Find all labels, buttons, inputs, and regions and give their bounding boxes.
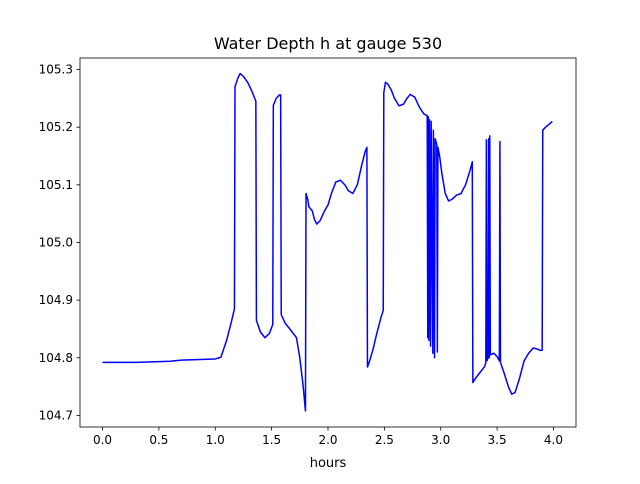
plot-frame xyxy=(79,57,577,428)
x-tick-label: 3.0 xyxy=(431,433,450,447)
y-tick-label: 104.8 xyxy=(39,351,73,365)
y-tick-label: 105.1 xyxy=(39,178,73,192)
x-tick-label: 1.0 xyxy=(206,433,225,447)
y-tick-label: 105.3 xyxy=(39,63,73,77)
chart-title: Water Depth h at gauge 530 xyxy=(214,34,442,53)
x-axis-label: hours xyxy=(310,456,347,471)
plot-area: 0.0 0.5 1.0 1.5 2.0 2.5 3.0 3.5 4.0 104.7 104.8 104… xyxy=(39,57,577,447)
x-tick-label: 2.0 xyxy=(318,433,337,447)
x-tick-label: 1.5 xyxy=(262,433,281,447)
y-tick-label: 104.9 xyxy=(39,293,73,307)
x-tick-label: 0.0 xyxy=(93,433,112,447)
y-tick-label: 105.0 xyxy=(39,236,73,250)
series-line-0 xyxy=(102,72,553,412)
y-tick-label: 104.7 xyxy=(39,408,73,422)
x-tick-label: 3.5 xyxy=(488,433,507,447)
y-tick-label: 105.2 xyxy=(39,120,73,134)
x-tick-label: 0.5 xyxy=(149,433,168,447)
x-tick-label: 2.5 xyxy=(375,433,394,447)
x-tick-label: 4.0 xyxy=(544,433,563,447)
